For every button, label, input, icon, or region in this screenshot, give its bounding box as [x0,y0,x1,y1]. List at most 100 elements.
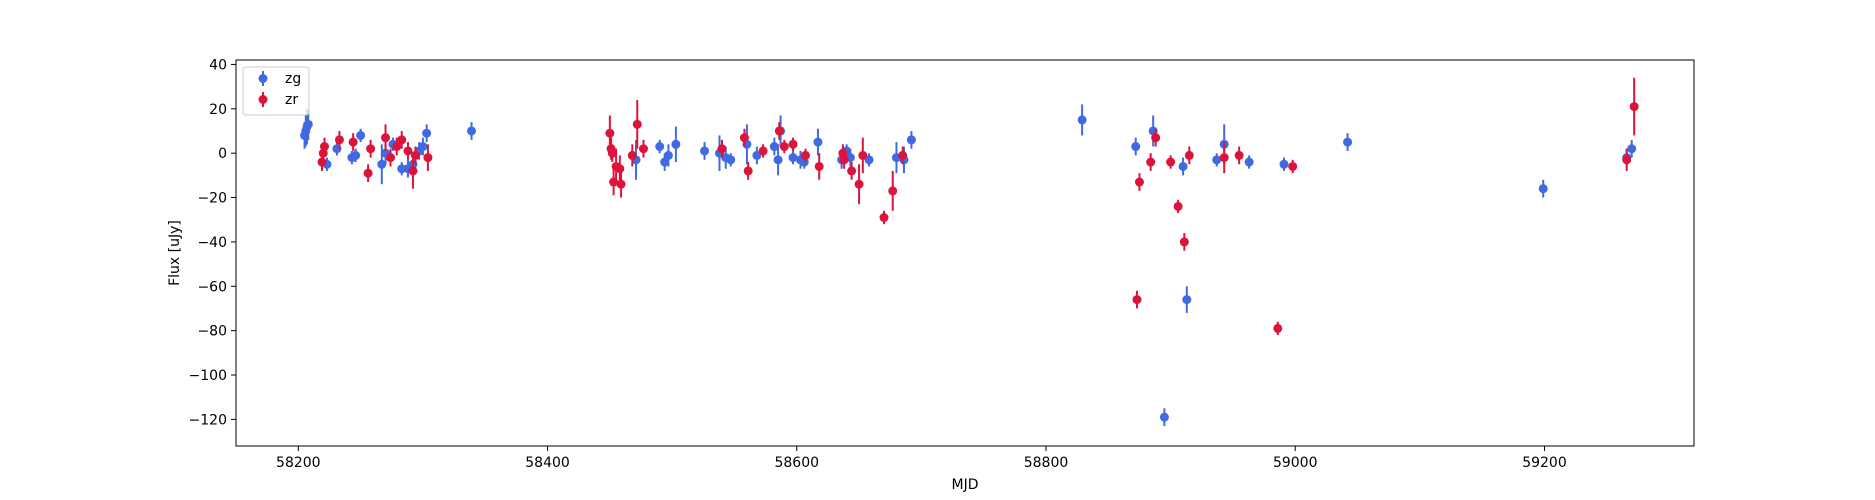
series-zr [317,77,1639,336]
y-tick-label: −60 [197,279,227,295]
data-point [660,157,670,167]
data-point [1288,161,1298,171]
data-point [1622,155,1632,165]
data-point [303,119,313,129]
series-layer [300,77,1639,427]
data-point [423,153,433,163]
data-point [1166,157,1176,167]
data-point [788,139,798,149]
data-point [1159,412,1169,422]
x-axis-label: MJD [952,477,979,493]
data-point [377,159,387,169]
plot-area: 58200 58400 58600 58800 59000 59200 40 20 0 −20 −… [189,57,1695,471]
data-point [739,133,749,143]
data-point [1244,157,1254,167]
data-point [1132,295,1142,305]
y-axis-label: Flux [uJy] [167,220,183,286]
data-point [605,128,615,138]
legend: zg zr [242,66,310,116]
data-point [1627,144,1637,154]
data-point [717,144,727,154]
data-point [1219,153,1229,163]
x-tick-label: 58600 [774,455,819,471]
data-point [898,150,908,160]
data-point [348,137,358,147]
x-tick-label: 58800 [1024,455,1069,471]
data-point [422,128,432,138]
data-point [1134,177,1144,187]
y-tick-label: 0 [218,146,227,162]
axes-frame [235,59,1695,447]
data-point [615,164,625,174]
data-point [1173,201,1183,211]
data-point [319,142,329,152]
data-point [663,150,673,160]
data-point [403,146,413,156]
data-point [1279,159,1289,169]
data-point [847,166,857,176]
legend-item-zr: zr [258,92,298,108]
data-point [408,166,418,176]
data-point [773,155,783,165]
data-point [317,157,327,167]
y-tick-label: −80 [197,324,227,340]
y-tick-label: 20 [209,102,227,118]
data-point [627,150,637,160]
data-point [397,164,407,174]
data-point [334,135,344,145]
data-point [1343,137,1353,147]
x-axis-ticks: 58200 58400 58600 58800 59000 59200 [276,446,1567,471]
data-point [838,148,848,158]
data-point [799,157,809,167]
data-point [774,126,784,136]
data-point [392,142,402,152]
legend-marker-zr [258,95,268,104]
series-zg [300,104,1637,427]
y-tick-label: −100 [189,368,227,384]
data-point [1077,115,1087,125]
data-point [800,150,810,160]
data-point [752,150,762,160]
data-point [351,150,361,160]
y-axis-ticks: 40 20 0 −20 −40 −60 −80 −100 −120 [189,57,236,428]
data-point [854,179,864,189]
x-tick-label: 59200 [1522,455,1567,471]
legend-label-zg: zg [285,71,301,87]
data-point [418,142,428,152]
data-point [879,213,889,223]
data-point [366,144,376,154]
data-point [410,150,420,160]
data-point [467,126,477,136]
data-point [700,146,710,156]
data-point [1146,157,1156,167]
y-tick-label: −120 [189,412,227,428]
data-point [616,179,626,189]
data-point [864,155,874,165]
data-point [858,150,868,160]
data-point [655,142,665,152]
data-point [1184,150,1194,160]
data-point [726,155,736,165]
legend-label-zr: zr [285,92,298,108]
y-tick-label: −20 [197,191,227,207]
y-tick-label: 40 [209,57,227,73]
data-point [1629,102,1639,112]
data-point [743,166,753,176]
legend-marker-zg [258,74,268,83]
data-point [1538,184,1548,194]
data-point [671,139,681,149]
data-point [814,161,824,171]
data-point [788,153,798,163]
data-point [888,186,898,196]
x-tick-label: 58400 [525,455,570,471]
data-point [769,142,779,152]
data-point [386,153,396,163]
data-point [758,146,768,156]
data-point [381,133,391,143]
y-tick-label: −40 [197,235,227,251]
x-tick-label: 58200 [276,455,321,471]
legend-item-zg: zg [258,71,301,87]
data-point [1131,142,1141,152]
data-point [638,144,648,154]
